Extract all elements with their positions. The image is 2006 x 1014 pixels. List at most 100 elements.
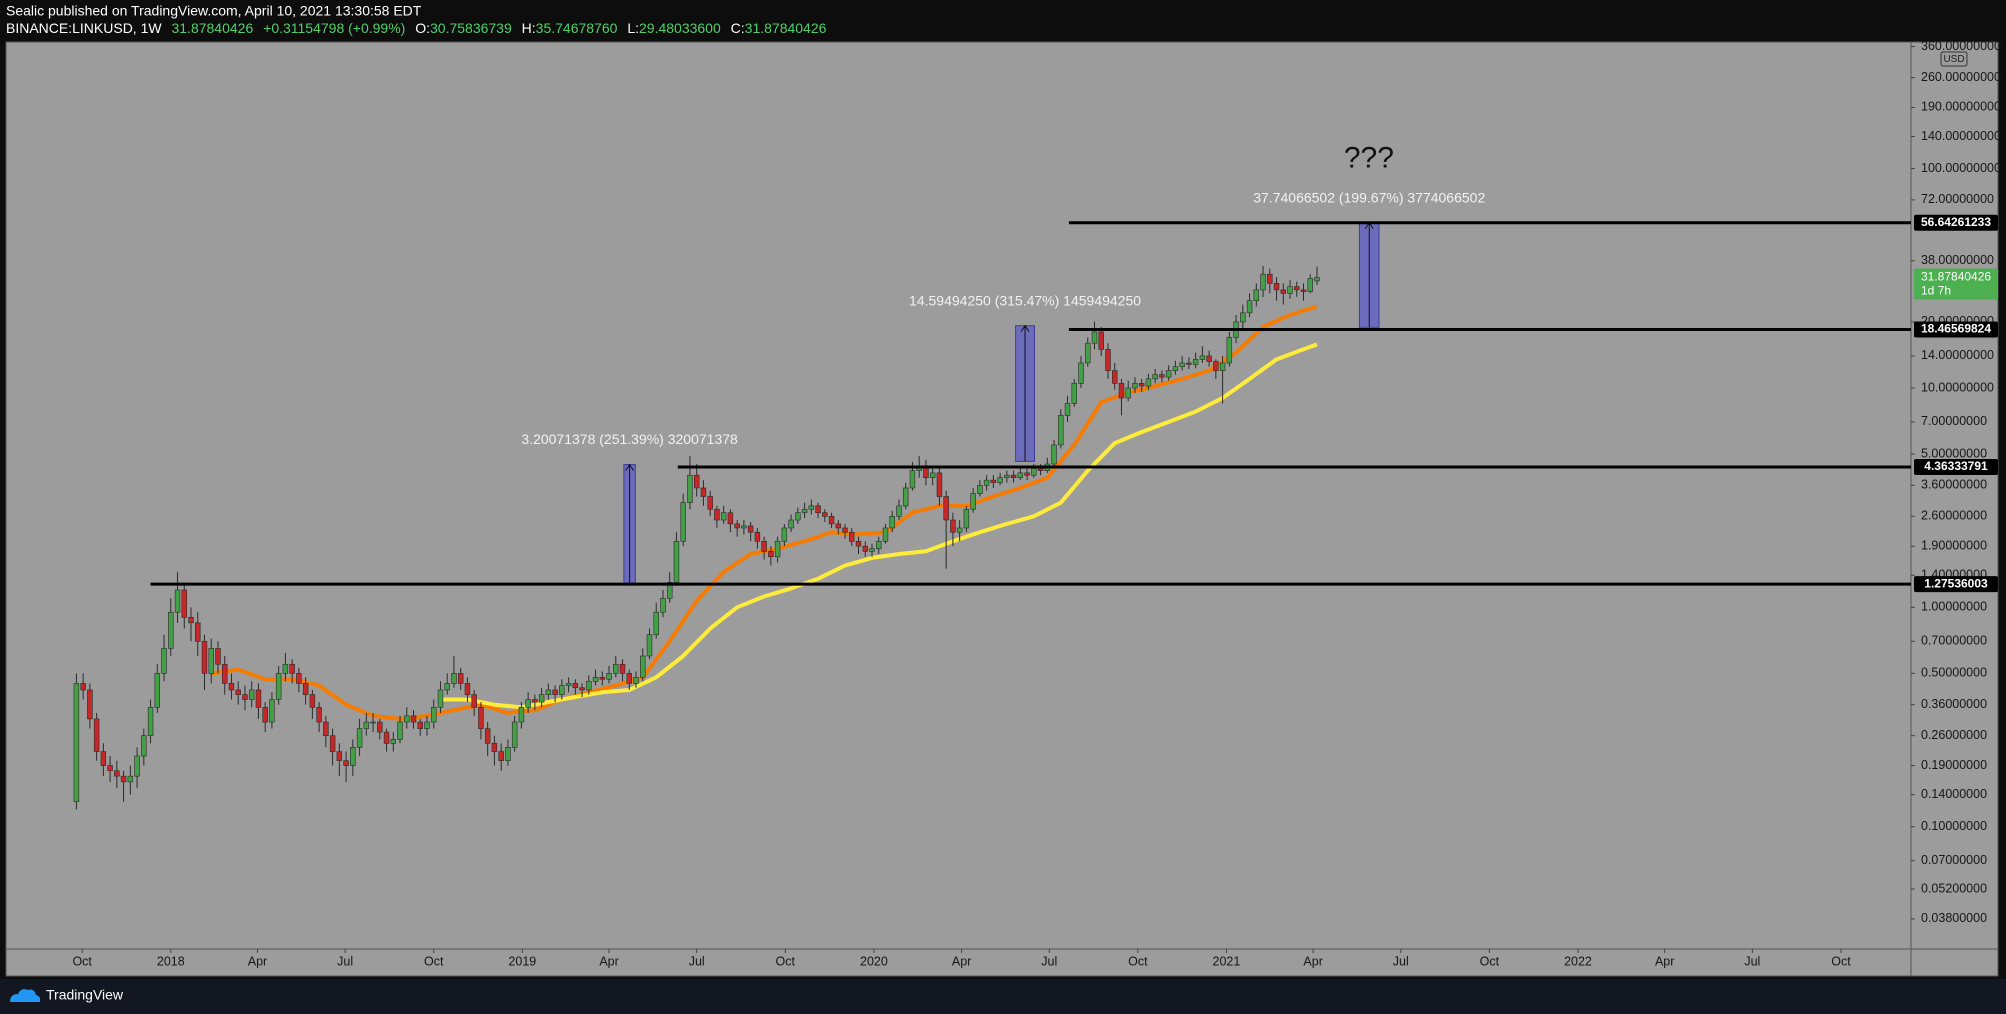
- candle-body: [289, 663, 295, 674]
- measure-arrow: [625, 463, 635, 585]
- ohlc-key: O:: [415, 20, 430, 36]
- measure-label: 3.20071378 (251.39%) 320071378: [521, 431, 738, 447]
- candle-body: [1294, 286, 1300, 291]
- candle-body: [693, 474, 700, 489]
- candle-body: [1037, 468, 1044, 471]
- candle-body: [835, 523, 842, 529]
- brand-name[interactable]: TradingView: [46, 987, 124, 1003]
- candle-body: [1240, 312, 1246, 323]
- ohlc-key: H:: [522, 20, 536, 36]
- candle-body: [727, 512, 734, 525]
- x-tick-label: Oct: [776, 954, 796, 968]
- x-tick-label: 2018: [157, 954, 185, 968]
- candle-body: [876, 540, 882, 550]
- candle-body: [1186, 362, 1192, 365]
- candle-body: [201, 641, 208, 674]
- currency: USD: [1943, 54, 1964, 65]
- candle-body: [1111, 370, 1118, 384]
- candle-body: [444, 683, 450, 691]
- candle-body: [822, 512, 828, 517]
- x-tick-label: Apr: [952, 954, 971, 968]
- candle-body: [505, 747, 511, 761]
- candle-body: [720, 512, 727, 521]
- candle-body: [93, 718, 100, 752]
- candle-body: [242, 694, 248, 700]
- candle-body: [1267, 273, 1273, 284]
- candle-body: [963, 508, 970, 529]
- candle-body: [909, 470, 916, 489]
- level-label: 4.36333791: [1924, 459, 1988, 473]
- candle-body: [1280, 289, 1287, 294]
- candle-body: [1260, 273, 1266, 291]
- y-tick-label: 7.00000000: [1921, 414, 1987, 428]
- x-tick-label: 2021: [1213, 954, 1241, 968]
- candle-body: [640, 655, 646, 678]
- candle-body: [161, 648, 167, 674]
- candle-body: [633, 676, 639, 684]
- candle-body: [471, 694, 477, 708]
- y-tick-label: 360.00000000: [1921, 39, 2001, 53]
- y-tick-label: 2.60000000: [1921, 509, 1987, 523]
- x-tick-label: Jul: [1744, 954, 1760, 968]
- candle-body: [532, 699, 538, 703]
- candle-body: [107, 765, 113, 771]
- candle-body: [882, 527, 889, 542]
- ohlc-value: 29.48033600: [639, 20, 721, 36]
- candle-body: [350, 747, 356, 766]
- candle-body: [404, 715, 410, 723]
- candle-body: [1206, 355, 1212, 362]
- candle-body: [747, 525, 754, 533]
- candle-body: [511, 721, 518, 748]
- brand-logo[interactable]: [10, 989, 41, 1002]
- candle-body: [275, 673, 282, 700]
- y-tick-label: 0.03800000: [1921, 911, 1987, 925]
- candle-body: [1118, 383, 1125, 399]
- candle-body: [437, 689, 444, 708]
- candle-body: [1105, 349, 1111, 371]
- candle-body: [188, 617, 194, 624]
- candle-body: [336, 751, 343, 761]
- candle-body: [956, 527, 963, 533]
- candle-body: [1246, 300, 1253, 314]
- candle-body: [498, 751, 504, 761]
- symbol-legend: BINANCE:LINKUSD, 1W 31.87840426 +0.31154…: [6, 20, 827, 36]
- candle-body: [1165, 370, 1172, 378]
- candle-body: [680, 502, 686, 542]
- candle-body: [1031, 468, 1037, 476]
- candle-body: [134, 755, 140, 777]
- candle-body: [518, 707, 525, 723]
- candle-body: [235, 689, 241, 695]
- candle-body: [1287, 286, 1293, 294]
- candle-body: [626, 673, 632, 684]
- candle-body: [707, 496, 713, 510]
- candle-body: [114, 770, 120, 777]
- candle-body: [215, 648, 221, 665]
- x-tick-label: Jul: [337, 954, 353, 968]
- candle-body: [849, 531, 855, 542]
- moving-average: [440, 342, 1318, 710]
- x-tick-label: Apr: [1303, 954, 1322, 968]
- currency-box: [1940, 51, 1968, 67]
- candle-body: [936, 472, 943, 497]
- candle-body: [538, 694, 545, 703]
- candle-body: [383, 731, 390, 744]
- candle-body: [262, 707, 268, 723]
- candle-body: [377, 721, 383, 733]
- y-tick-label: 14.00000000: [1921, 348, 1994, 362]
- candle-body: [255, 689, 262, 708]
- candle-body: [943, 496, 949, 521]
- x-tick-label: 2019: [508, 954, 536, 968]
- candle-body: [1172, 366, 1179, 371]
- candle-body: [221, 663, 228, 684]
- candle-body: [586, 681, 592, 691]
- candle-body: [646, 634, 653, 657]
- candle-body: [990, 479, 997, 483]
- candle-body: [100, 751, 107, 766]
- candle-body: [1098, 331, 1104, 350]
- measure-label: 37.74066502 (199.67%) 3774066502: [1253, 189, 1485, 205]
- candle-body: [565, 683, 572, 686]
- candle-body: [323, 721, 329, 736]
- y-tick-label: 260.00000000: [1921, 70, 2001, 84]
- candle-body: [896, 505, 902, 517]
- candle-body: [754, 531, 761, 542]
